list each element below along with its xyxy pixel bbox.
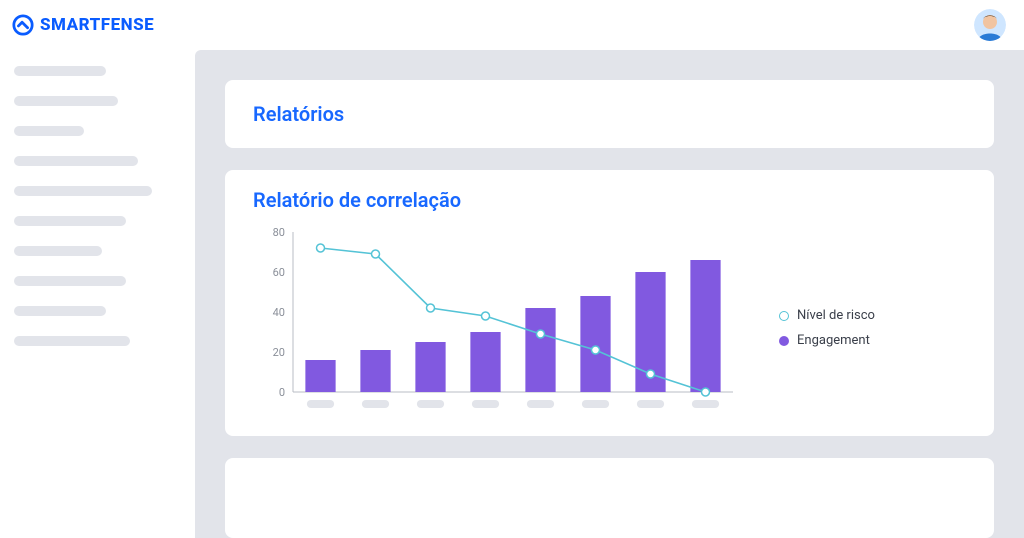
user-avatar[interactable]: [974, 9, 1006, 41]
legend-label-risk: Nível de risco: [797, 308, 875, 323]
reports-header-card: Relatórios: [225, 80, 994, 148]
sidebar-skeleton-item: [14, 336, 130, 346]
sidebar-skeleton-item: [14, 216, 126, 226]
card-placeholder: [225, 458, 994, 538]
avatar-icon: [974, 9, 1006, 41]
sidebar-skeleton-item: [14, 186, 152, 196]
svg-text:60: 60: [273, 266, 285, 279]
correlation-chart: 0 20 40 60 80: [253, 226, 739, 414]
legend-item-engagement: Engagement: [779, 333, 875, 348]
sidebar-skeleton-item: [14, 126, 84, 136]
legend-marker-line-icon: [779, 311, 789, 321]
chart-legend: Nível de risco Engagement: [779, 308, 875, 358]
legend-item-risk: Nível de risco: [779, 308, 875, 323]
content-area: Relatórios Relatório de correlação 0 20 40…: [195, 50, 1024, 538]
correlation-report-card: Relatório de correlação 0 20 40 60 80 Nível …: [225, 170, 994, 436]
reports-title: Relatórios: [253, 102, 966, 126]
brand-name: SMARTFENSE: [40, 15, 154, 35]
svg-text:20: 20: [273, 346, 285, 359]
brand[interactable]: SMARTFENSE: [12, 14, 154, 36]
brand-logo-icon: [12, 14, 34, 36]
sidebar-skeleton-item: [14, 246, 102, 256]
svg-text:40: 40: [273, 306, 285, 319]
sidebar: [0, 66, 185, 366]
sidebar-skeleton-item: [14, 66, 106, 76]
topbar: SMARTFENSE: [0, 0, 1024, 50]
legend-marker-bar-icon: [779, 336, 789, 346]
svg-text:80: 80: [273, 226, 285, 239]
correlation-report-title: Relatório de correlação: [253, 188, 966, 212]
sidebar-skeleton-item: [14, 96, 118, 106]
sidebar-skeleton-item: [14, 306, 106, 316]
sidebar-skeleton-item: [14, 276, 126, 286]
svg-text:0: 0: [279, 386, 285, 399]
sidebar-skeleton-item: [14, 156, 138, 166]
legend-label-engagement: Engagement: [797, 333, 870, 348]
